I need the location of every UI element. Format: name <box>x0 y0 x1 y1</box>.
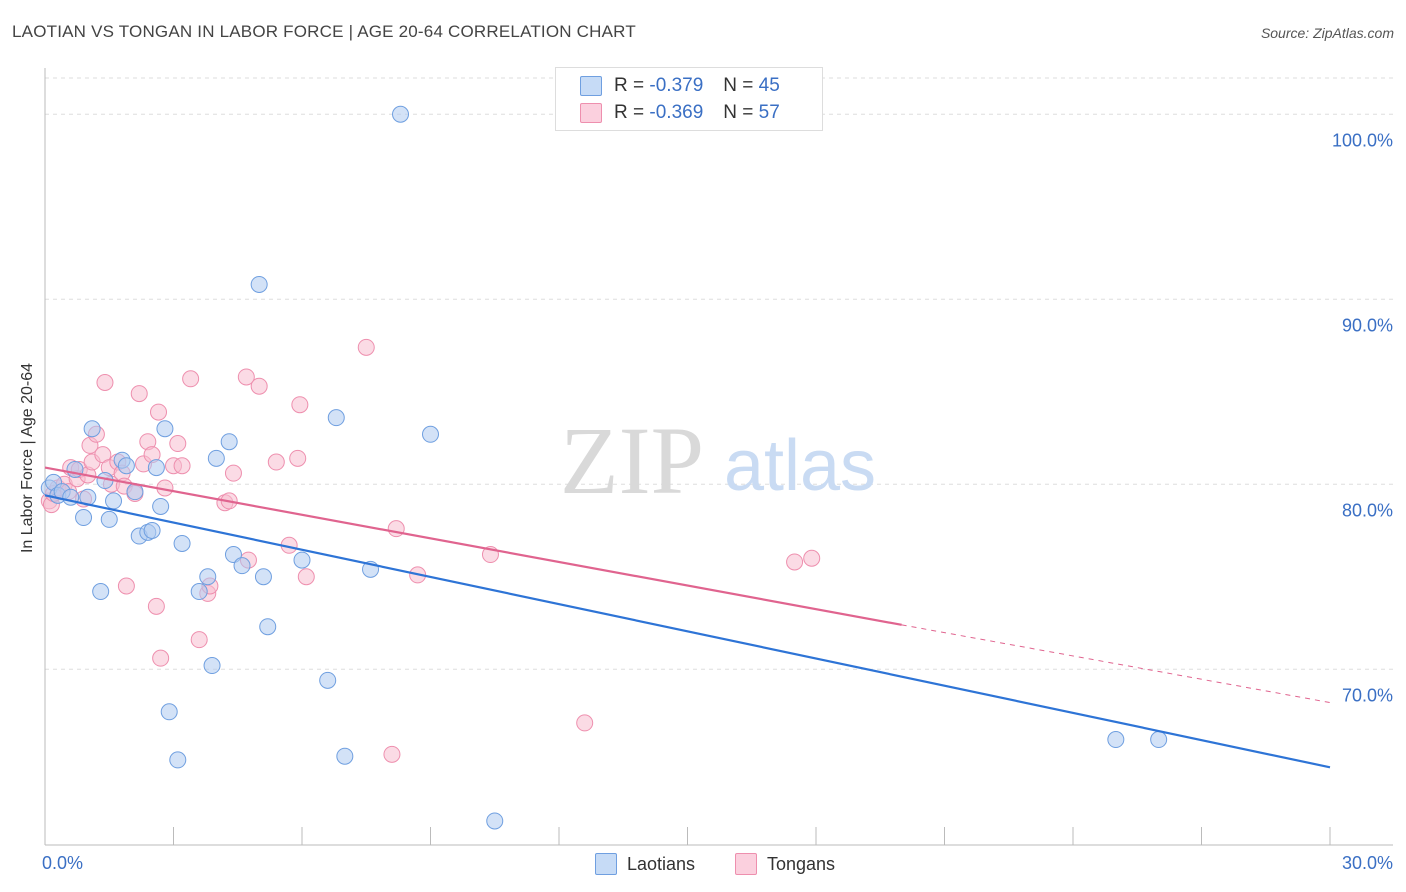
tongan-swatch <box>580 103 602 123</box>
x-tick-label: 0.0% <box>42 853 83 873</box>
trend-lines <box>44 466 1331 769</box>
tongan-point <box>289 449 307 467</box>
laotian-point <box>259 618 277 636</box>
n-value: 45 <box>758 75 780 96</box>
laotian-point <box>75 509 93 527</box>
laotian-point <box>1107 731 1125 749</box>
tongan-point <box>147 597 165 615</box>
laotian-legend-swatch <box>595 853 617 875</box>
tongan-point <box>786 553 804 571</box>
laotian-point <box>190 583 208 601</box>
laotian-point <box>152 497 170 515</box>
laotian-point <box>319 671 337 689</box>
watermark: ZIP atlas <box>560 407 876 514</box>
legend-item-laotians: Laotians <box>595 851 695 877</box>
tongan-point <box>130 385 148 403</box>
laotian-point <box>422 425 439 443</box>
tongan-trend-line <box>44 466 902 626</box>
laotian-point <box>203 657 221 675</box>
watermark-atlas: atlas <box>724 426 876 506</box>
tongan-point <box>182 370 200 388</box>
laotian-swatch <box>580 76 602 96</box>
laotian-point <box>156 420 174 438</box>
laotian-point <box>100 510 118 528</box>
laotian-point <box>1150 731 1168 749</box>
laotian-point <box>160 703 178 721</box>
chart-title: LAOTIAN VS TONGAN IN LABOR FORCE | AGE 2… <box>12 22 636 41</box>
tongan-point <box>576 714 594 732</box>
axes <box>44 68 1393 846</box>
laotian-point <box>220 433 238 451</box>
tongan-point <box>117 577 135 595</box>
x-tick-label: 30.0% <box>1342 853 1393 873</box>
tongan-point <box>237 368 255 386</box>
laotian-point <box>143 522 161 539</box>
legend-row-tongans: R = -0.369 N = 57 <box>580 100 780 126</box>
tongan-point <box>297 568 315 586</box>
n-label: N = <box>723 102 754 123</box>
source-label: Source: ZipAtlas.com <box>1260 25 1394 41</box>
laotian-point <box>83 420 101 438</box>
laotian-point <box>392 105 410 123</box>
tongan-point <box>383 745 401 763</box>
r-label: R = <box>614 75 645 96</box>
laotian-trend-line <box>44 494 1331 769</box>
tongan-point <box>224 464 242 482</box>
y-tick-label: 90.0% <box>1342 315 1393 335</box>
laotian-point <box>486 812 504 830</box>
r-value: -0.369 <box>649 102 704 123</box>
tongan-legend-swatch <box>735 853 757 875</box>
n-value: 57 <box>758 102 780 123</box>
n-label: N = <box>723 75 754 96</box>
laotian-point <box>147 459 165 477</box>
laotian-point <box>336 747 354 765</box>
laotian-points <box>40 105 1168 830</box>
laotian-point <box>327 409 345 427</box>
tongan-point <box>803 549 821 567</box>
laotian-point <box>233 557 251 575</box>
laotian-point <box>254 568 272 586</box>
r-value: -0.379 <box>649 75 704 96</box>
tongan-point <box>291 396 309 414</box>
y-tick-label: 70.0% <box>1342 685 1393 705</box>
laotian-point <box>207 449 225 467</box>
laotian-legend-label: Laotians <box>627 853 696 874</box>
tongan-trend-extension <box>901 624 1331 704</box>
laotian-point <box>250 275 268 293</box>
laotian-point <box>199 568 217 586</box>
y-tick-label: 80.0% <box>1342 500 1393 520</box>
tongan-point <box>173 457 191 475</box>
laotian-point <box>92 583 110 601</box>
watermark-zip: ZIP <box>560 407 704 514</box>
legend-row-laotians: R = -0.379 N = 45 <box>580 73 780 99</box>
tongan-point <box>169 435 187 453</box>
laotian-point <box>117 457 135 475</box>
tongan-point <box>152 649 170 667</box>
tongan-point <box>387 520 405 538</box>
tongan-point <box>250 377 268 395</box>
legend-item-tongans: Tongans <box>735 851 835 877</box>
tongan-legend-label: Tongans <box>767 853 836 874</box>
laotian-point <box>293 551 311 569</box>
laotian-point <box>169 751 187 769</box>
tongan-point <box>190 631 208 649</box>
tongan-point <box>96 374 114 391</box>
stats-legend: R = -0.379 N = 45 R = -0.369 N = 57 <box>555 67 823 131</box>
tongan-points <box>40 338 821 763</box>
laotian-point <box>173 534 191 552</box>
tick-labels: 70.0% 80.0% 90.0% 100.0% 0.0% 30.0% <box>42 130 1393 873</box>
r-label: R = <box>614 102 645 123</box>
laotian-point <box>105 492 123 510</box>
tongan-point <box>267 453 285 471</box>
tongan-point <box>357 338 375 356</box>
tongan-point <box>150 403 168 421</box>
y-tick-label: 100.0% <box>1332 130 1393 150</box>
